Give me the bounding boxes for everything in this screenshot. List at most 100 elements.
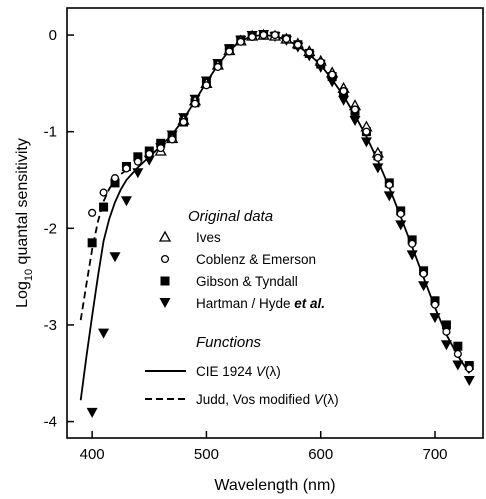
series-ives xyxy=(154,28,384,158)
marker-hartman-hyde-et-al-690 xyxy=(418,281,430,292)
legend: Original data Ives Coblenz & Emerson Gib… xyxy=(145,208,339,407)
marker-hartman-hyde-et-al-670 xyxy=(395,220,407,231)
legend-marker-gibson-tyndall xyxy=(160,276,170,286)
legend-item-hartman-hyde: Hartman / Hyde et al. xyxy=(159,296,325,311)
data-markers xyxy=(86,28,475,418)
x-tick-label-500: 500 xyxy=(194,446,219,463)
marker-coblenz-emerson-610 xyxy=(328,70,337,79)
marker-coblenz-emerson-570 xyxy=(282,34,291,43)
marker-coblenz-emerson-440 xyxy=(133,157,142,166)
marker-hartman-hyde-et-al-640 xyxy=(360,137,372,148)
marker-coblenz-emerson-710 xyxy=(442,327,451,336)
y-tick-label-neg4: -4 xyxy=(44,414,57,431)
curve-cie-1924-v xyxy=(79,34,471,401)
marker-hartman-hyde-et-al-700 xyxy=(429,313,441,324)
marker-coblenz-emerson-630 xyxy=(350,105,360,114)
legend-label-cie-1924: CIE 1924 V(λ) xyxy=(196,364,281,379)
y-tick-label-neg1: -1 xyxy=(44,124,57,141)
marker-hartman-hyde-et-al-630 xyxy=(349,116,361,127)
marker-hartman-hyde-et-al-450 xyxy=(143,155,155,166)
legend-item-gibson-tyndall: Gibson & Tyndall xyxy=(160,274,298,289)
plot-frame xyxy=(66,7,484,439)
curve-judd-vos-modified-v xyxy=(79,169,127,321)
legend-item-cie-1924: CIE 1924 V(λ) xyxy=(145,364,281,379)
legend-label-hartman-hyde: Hartman / Hyde et al. xyxy=(196,296,325,311)
marker-coblenz-emerson-580 xyxy=(293,40,302,49)
x-tick-label-400: 400 xyxy=(80,446,105,463)
marker-hartman-hyde-et-al-410 xyxy=(98,328,110,339)
marker-coblenz-emerson-430 xyxy=(122,164,131,173)
marker-hartman-hyde-et-al-660 xyxy=(383,191,395,202)
x-tick-label-600: 600 xyxy=(308,446,333,463)
legend-symbol-filled-square xyxy=(160,276,170,286)
x-axis-title: Wavelength (nm) xyxy=(214,477,335,494)
series-coblenz-emerson xyxy=(88,31,474,373)
marker-coblenz-emerson-400 xyxy=(88,208,97,217)
marker-gibson-tyndall-710 xyxy=(441,320,451,330)
marker-coblenz-emerson-720 xyxy=(453,349,462,358)
marker-coblenz-emerson-730 xyxy=(465,364,474,373)
marker-gibson-tyndall-420 xyxy=(110,178,120,188)
marker-coblenz-emerson-470 xyxy=(168,135,177,144)
marker-coblenz-emerson-420 xyxy=(110,174,120,183)
axis-ticks: 400 500 600 700 0 -1 -2 -3 -4 xyxy=(44,27,448,463)
marker-hartman-hyde-et-al-710 xyxy=(440,340,452,351)
legend-functions-header: Functions xyxy=(196,334,262,351)
marker-coblenz-emerson-680 xyxy=(408,239,417,248)
marker-coblenz-emerson-550 xyxy=(259,31,268,40)
marker-coblenz-emerson-410 xyxy=(99,188,108,197)
marker-gibson-tyndall-410 xyxy=(99,202,109,212)
marker-hartman-hyde-et-al-420 xyxy=(109,252,121,263)
legend-label-ives: Ives xyxy=(196,230,221,245)
marker-coblenz-emerson-520 xyxy=(225,47,234,56)
marker-hartman-hyde-et-al-620 xyxy=(338,95,350,106)
marker-coblenz-emerson-670 xyxy=(396,209,405,218)
marker-coblenz-emerson-560 xyxy=(270,31,280,40)
legend-marker-ives xyxy=(158,230,172,242)
marker-coblenz-emerson-450 xyxy=(145,149,154,158)
marker-gibson-tyndall-460 xyxy=(156,138,166,148)
legend-label-judd-vos: Judd, Vos modified V(λ) xyxy=(196,392,339,407)
legend-symbol-filled-triangle-down xyxy=(159,298,171,308)
marker-coblenz-emerson-700 xyxy=(430,300,440,309)
marker-coblenz-emerson-650 xyxy=(373,153,382,162)
legend-item-coblenz-emerson: Coblenz & Emerson xyxy=(160,252,316,267)
marker-hartman-hyde-et-al-430 xyxy=(120,196,132,207)
marker-gibson-tyndall-720 xyxy=(453,341,463,351)
marker-coblenz-emerson-690 xyxy=(419,269,428,278)
marker-coblenz-emerson-640 xyxy=(362,127,371,136)
marker-gibson-tyndall-400 xyxy=(87,238,97,248)
marker-coblenz-emerson-510 xyxy=(213,62,222,71)
legend-item-judd-vos: Judd, Vos modified V(λ) xyxy=(145,392,339,407)
marker-coblenz-emerson-590 xyxy=(305,48,314,57)
legend-label-gibson-tyndall: Gibson & Tyndall xyxy=(196,274,298,289)
y-tick-label-neg2: -2 xyxy=(44,220,57,237)
legend-symbol-open-triangle-up xyxy=(158,230,172,242)
marker-coblenz-emerson-600 xyxy=(316,58,325,67)
marker-coblenz-emerson-500 xyxy=(202,81,211,90)
x-tick-label-700: 700 xyxy=(422,446,447,463)
marker-coblenz-emerson-490 xyxy=(190,99,200,108)
function-curves xyxy=(79,34,471,401)
legend-label-coblenz-emerson: Coblenz & Emerson xyxy=(196,252,316,267)
legend-symbol-open-circle xyxy=(160,254,170,264)
marker-coblenz-emerson-620 xyxy=(339,87,348,96)
marker-gibson-tyndall-440 xyxy=(133,152,143,162)
marker-coblenz-emerson-540 xyxy=(248,32,257,42)
y-axis-title: Log10 quantal sensitivity xyxy=(14,138,35,308)
y-tick-label-0: 0 xyxy=(49,27,57,44)
marker-coblenz-emerson-480 xyxy=(179,117,188,127)
marker-hartman-hyde-et-al-680 xyxy=(406,250,418,261)
marker-hartman-hyde-et-al-720 xyxy=(452,360,464,371)
marker-hartman-hyde-et-al-730 xyxy=(463,375,475,386)
legend-data-header: Original data xyxy=(188,208,273,225)
legend-item-ives: Ives xyxy=(158,230,221,245)
series-gibson-tyndall xyxy=(87,30,474,371)
marker-coblenz-emerson-460 xyxy=(156,144,165,153)
marker-hartman-hyde-et-al-440 xyxy=(132,168,144,179)
marker-hartman-hyde-et-al-400 xyxy=(86,407,98,418)
legend-marker-coblenz-emerson xyxy=(160,254,170,264)
marker-coblenz-emerson-530 xyxy=(236,37,245,46)
